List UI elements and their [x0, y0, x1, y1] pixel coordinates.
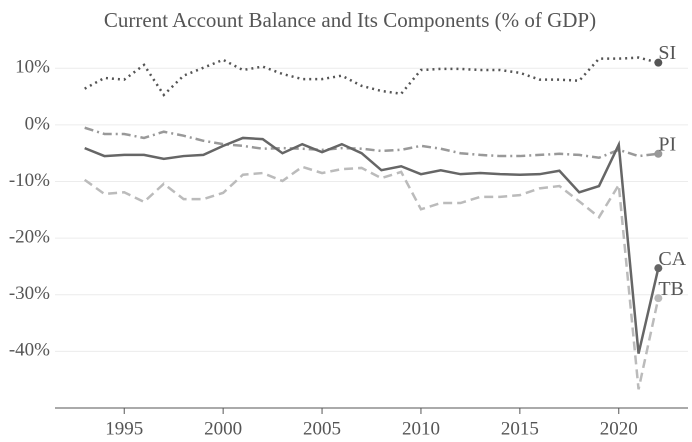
series-label: CA — [658, 248, 686, 270]
y-tick-label: 10% — [15, 57, 50, 78]
chart-title: Current Account Balance and Its Componen… — [104, 8, 596, 32]
y-tick-label: -10% — [9, 170, 50, 191]
series-line — [84, 56, 659, 97]
end-dot — [654, 149, 663, 158]
series-label: SI — [658, 42, 676, 64]
x-tick-label: 2010 — [402, 418, 440, 439]
series-line — [83, 165, 660, 390]
x-tick-label: 2005 — [303, 418, 341, 439]
y-tick-label: -40% — [9, 340, 50, 361]
series-line — [84, 126, 659, 160]
series-line — [84, 136, 660, 354]
y-tick-label: -20% — [9, 227, 50, 248]
x-tick-label: 2020 — [600, 418, 638, 439]
series-label: TB — [658, 278, 684, 300]
x-tick-label: 1995 — [105, 418, 143, 439]
end-dot — [654, 264, 663, 273]
end-dot — [654, 58, 663, 67]
y-tick-label: -30% — [9, 283, 50, 304]
x-tick-label: 2015 — [501, 418, 539, 439]
x-tick-label: 2000 — [204, 418, 242, 439]
end-dot — [654, 294, 663, 303]
y-tick-label: 0% — [25, 113, 51, 134]
series-label: PI — [658, 133, 676, 155]
